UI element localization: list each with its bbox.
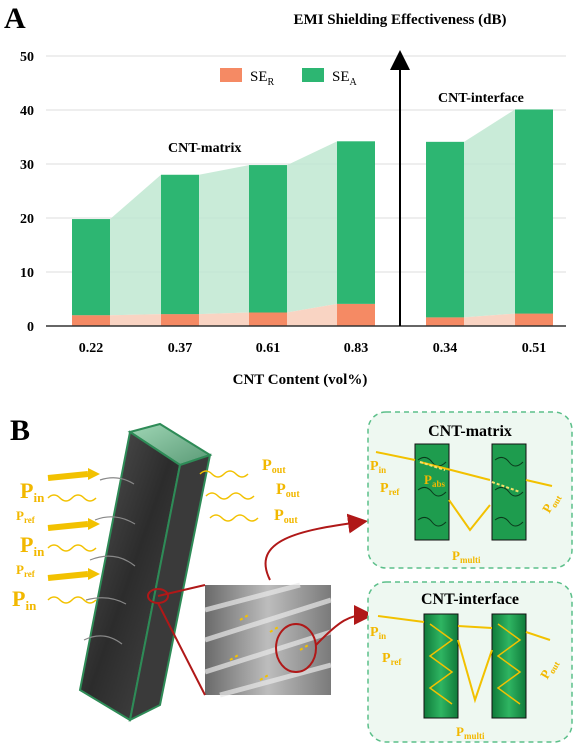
- legend-label-sea: SEA: [332, 69, 358, 88]
- bar-se-a: [426, 141, 464, 318]
- x-tick-labels: 0.22 0.37 0.61 0.83 0.34 0.51: [79, 341, 547, 356]
- label-p-ref-2: Pref: [16, 562, 36, 579]
- legend-label-ser: SER: [250, 69, 275, 88]
- incoming-waves: [47, 471, 97, 604]
- cnt-matrix-box: CNT-matrix Pin Pref Pabs Pmulti Pout: [367, 411, 573, 569]
- matrix-texture: [417, 456, 524, 527]
- arrow-head-1: [88, 468, 100, 480]
- y-tick-label: 0: [27, 320, 34, 335]
- x-axis-title: CNT Content (vol%): [233, 372, 368, 388]
- group-label-matrix: CNT-matrix: [168, 141, 241, 156]
- right-labels: Pout Pout Pout: [262, 457, 300, 526]
- bar-se-r: [426, 317, 464, 326]
- matrix-label-p-abs: Pabs: [424, 472, 445, 489]
- y-tick-label: 20: [20, 212, 34, 227]
- sea-trend-area: [72, 141, 375, 316]
- panel-a-label: A: [4, 2, 26, 35]
- matrix-box-title: CNT-matrix: [428, 423, 512, 440]
- y-tick-label: 50: [20, 50, 34, 65]
- legend-swatch-ser: [220, 68, 242, 82]
- matrix-beam: [375, 451, 553, 532]
- composite-block: [78, 422, 213, 722]
- block-side-face: [128, 453, 212, 722]
- bar-se-r: [337, 303, 375, 326]
- label-p-out-3: Pout: [274, 507, 298, 526]
- block-texture: [83, 477, 136, 645]
- legend: SER SEA: [220, 68, 358, 88]
- bar-se-a: [515, 109, 553, 314]
- label-p-out-1: Pout: [262, 457, 286, 476]
- bar-se-r: [515, 313, 553, 326]
- arrow-head-2: [88, 518, 100, 530]
- x-tick-label: 0.61: [256, 341, 281, 356]
- label-p-out-2: Pout: [276, 481, 300, 500]
- bars: [72, 109, 553, 326]
- interface-slab-right: [491, 613, 527, 719]
- bar-se-a: [161, 174, 199, 315]
- y-tick-label: 30: [20, 158, 34, 173]
- panel-b-label: B: [10, 414, 30, 447]
- label-p-in-2: Pin: [20, 532, 45, 559]
- matrix-label-p-multi: Pmulti: [452, 548, 481, 565]
- y-tick-labels: 0 10 20 30 40 50: [20, 50, 34, 335]
- legend-swatch-sea: [302, 68, 324, 82]
- sem-inset: [204, 582, 332, 698]
- x-tick-label: 0.51: [522, 341, 547, 356]
- bar-se-r: [161, 314, 199, 326]
- x-tick-label: 0.37: [168, 341, 193, 356]
- label-p-in-3: Pin: [12, 586, 37, 613]
- bar-se-a: [249, 165, 287, 313]
- matrix-abs-dash: [419, 461, 521, 493]
- bar-se-r: [72, 315, 110, 326]
- interface-box-title: CNT-interface: [421, 591, 519, 608]
- red-connectors: [157, 513, 374, 696]
- left-labels: Pin Pref Pin Pref Pin: [12, 478, 45, 613]
- outgoing-waves: [199, 470, 259, 522]
- sem-zoom-circle: [275, 623, 317, 673]
- y-tick-label: 10: [20, 266, 34, 281]
- arrow-head-3: [88, 568, 100, 580]
- interface-label-p-multi: Pmulti: [456, 724, 485, 741]
- bar-chart: 0 10 20 30 40 50 0.22 0.37 0.61 0.83 0.34 0.51: [20, 50, 566, 356]
- x-tick-label: 0.22: [79, 341, 104, 356]
- y-tick-label: 40: [20, 104, 34, 119]
- y-axis-title: EMI Shielding Effectiveness (dB): [294, 12, 507, 28]
- trend-fills: [72, 109, 553, 326]
- interface-slab-left: [423, 613, 459, 719]
- group-label-interface: CNT-interface: [438, 91, 524, 106]
- label-p-in-1: Pin: [20, 478, 45, 505]
- interface-label-p-in: Pin: [370, 625, 386, 641]
- x-tick-label: 0.83: [344, 341, 369, 356]
- bar-se-r: [249, 312, 287, 326]
- interface-label-p-ref: Pref: [382, 651, 402, 667]
- label-p-ref-1: Pref: [16, 508, 36, 525]
- interface-zigzag: [428, 623, 522, 705]
- cnt-interface-box: CNT-interface Pin Pref Pmulti Pout: [367, 581, 573, 743]
- ser-trend-area: [72, 303, 375, 326]
- interface-beam: [377, 615, 551, 704]
- x-tick-label: 0.34: [433, 341, 458, 356]
- bar-se-a: [72, 219, 110, 316]
- bar-se-a: [337, 141, 375, 304]
- matrix-label-p-in: Pin: [370, 459, 386, 475]
- matrix-label-p-ref: Pref: [380, 481, 400, 497]
- sem-streaks: [204, 582, 332, 698]
